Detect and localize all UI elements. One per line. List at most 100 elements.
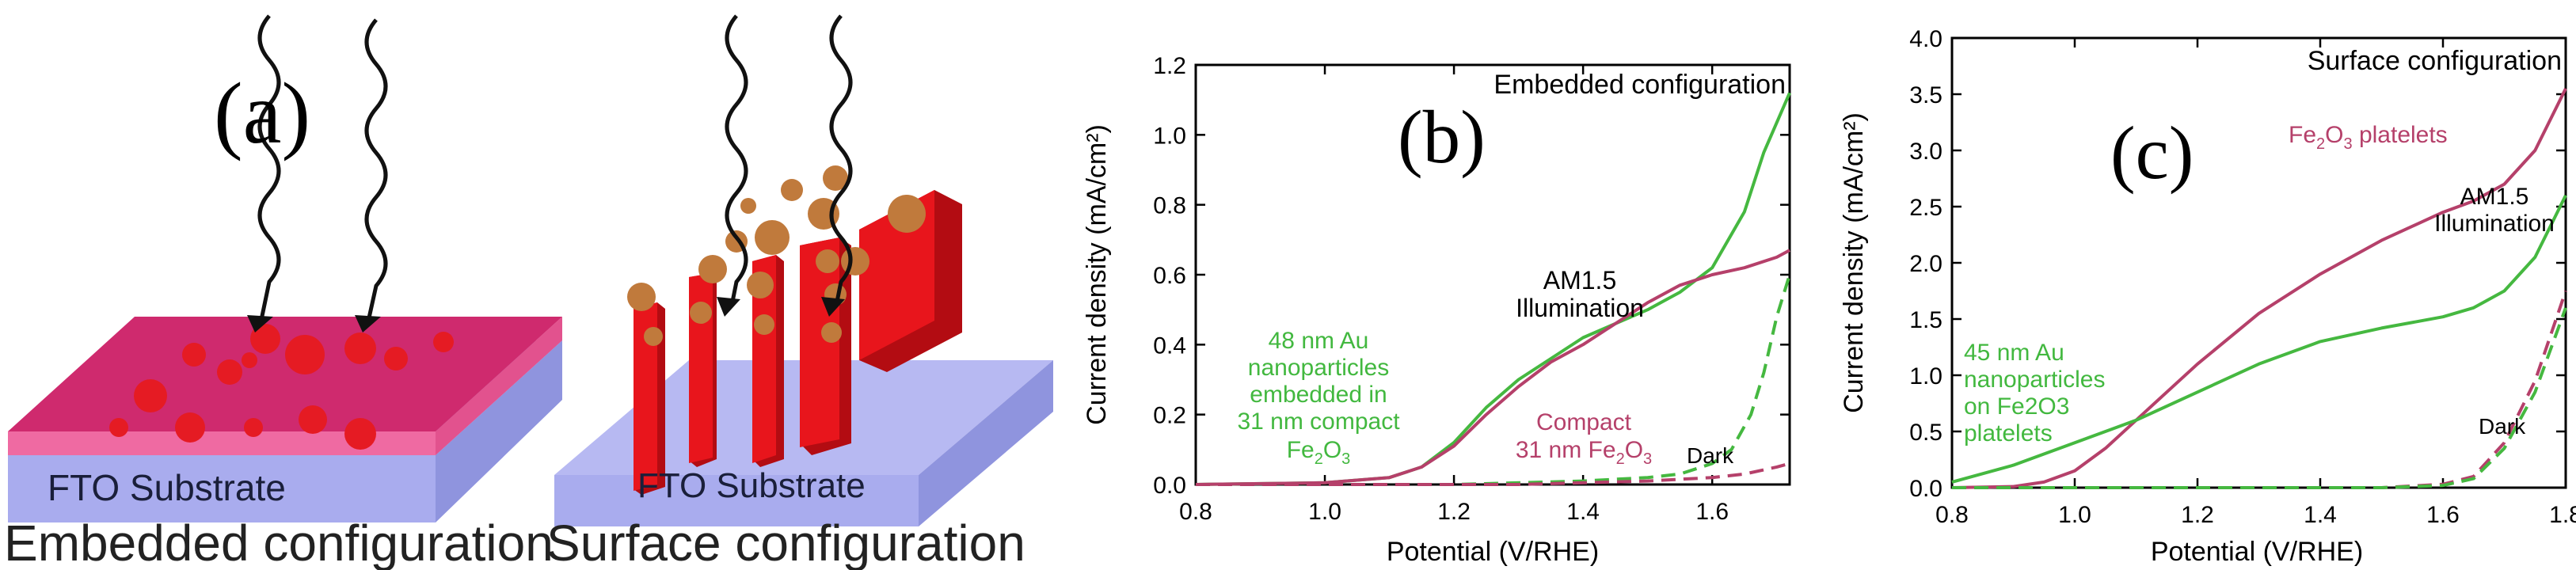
ray-arrowhead-icon bbox=[355, 315, 381, 332]
y-tick-label: 0.5 bbox=[1909, 420, 1942, 446]
axis-ticks: 0.8 1.0 1.2 1.4 1.6 0.0 0.2 0.4 0.6 0.8 1.0 1.2 bbox=[1153, 53, 1790, 525]
au-annotation: 48 nm Au nanoparticles embedded in 31 nm… bbox=[1237, 328, 1400, 468]
y-tick-label: 2.0 bbox=[1909, 251, 1942, 277]
left-substrate-label: FTO Substrate bbox=[48, 467, 286, 508]
formula-tail: platelets bbox=[2353, 122, 2448, 148]
x-tick-label: 1.4 bbox=[1566, 499, 1600, 525]
x-tick-label: 1.2 bbox=[1437, 499, 1471, 525]
formula-mid: O bbox=[1625, 437, 1643, 463]
annotation-line: Compact bbox=[1536, 409, 1632, 435]
annotation-line: 45 nm Au bbox=[1964, 340, 2064, 366]
y-tick-label: 3.5 bbox=[1909, 82, 1942, 108]
x-tick-label: 1.6 bbox=[2426, 502, 2460, 528]
formula-sub: 2 bbox=[1315, 450, 1323, 468]
chart-title: Surface configuration bbox=[2308, 46, 2562, 76]
formula-sub: 3 bbox=[1643, 450, 1652, 468]
series-line bbox=[1196, 274, 1791, 486]
x-axis-label: Potential (V/RHE) bbox=[1387, 537, 1599, 567]
series-line bbox=[1951, 88, 2567, 489]
light-ray-icon bbox=[725, 14, 748, 306]
annotation-line: nanoparticles bbox=[1964, 367, 2105, 393]
formula-base: Fe bbox=[1287, 437, 1315, 463]
annotation-formula: Fe2O3 bbox=[1287, 437, 1351, 468]
y-tick-label: 0.8 bbox=[1153, 193, 1186, 219]
left-film-side bbox=[436, 317, 562, 455]
annotation-line: embedded in bbox=[1250, 382, 1387, 408]
x-tick-label: 1.8 bbox=[2549, 502, 2576, 528]
left-film-front bbox=[8, 431, 436, 455]
series-group bbox=[1951, 88, 2567, 489]
right-substrate-side bbox=[919, 360, 1053, 526]
illum-label: Illumination bbox=[2434, 211, 2555, 237]
light-ray-icon bbox=[364, 18, 388, 322]
embedded-schematic: (a) FTO Substrate Embedded configuration bbox=[4, 14, 562, 570]
x-tick-label: 0.8 bbox=[1935, 502, 1969, 528]
schematic-panel: (a) FTO Substrate Embedded configuration bbox=[4, 14, 1053, 570]
illum-label: AM1.5 bbox=[2460, 184, 2529, 210]
formula-sub: 3 bbox=[2343, 135, 2352, 153]
illum-label: Illumination bbox=[1516, 294, 1644, 322]
x-tick-label: 1.0 bbox=[2058, 502, 2091, 528]
y-tick-label: 3.0 bbox=[1909, 139, 1942, 165]
y-tick-label: 1.0 bbox=[1909, 363, 1942, 390]
x-tick-label: 1.0 bbox=[1308, 499, 1341, 525]
ray-arrowhead-icon bbox=[247, 315, 273, 332]
surface-schematic: FTO Substrate Surface configuration bbox=[546, 14, 1053, 570]
axis-ticks: 0.8 1.0 1.2 1.4 1.6 1.8 0.0 0.5 1.0 1.5 2.0 2.5 3.0 3… bbox=[1909, 26, 2576, 528]
y-axis-label: Current density (mA/cm²) bbox=[1082, 124, 1112, 425]
left-caption: Embedded configuration bbox=[4, 515, 554, 570]
y-tick-label: 1.5 bbox=[1909, 307, 1942, 333]
embedded-particles bbox=[109, 324, 454, 450]
panel-label: (c) bbox=[2110, 111, 2194, 195]
x-tick-label: 1.4 bbox=[2304, 502, 2337, 528]
annotation-line: nanoparticles bbox=[1248, 355, 1389, 381]
series-group bbox=[1195, 92, 1791, 486]
formula-sub: 2 bbox=[2316, 135, 2325, 153]
formula-mid: O bbox=[1323, 437, 1341, 463]
panel-label: (b) bbox=[1398, 95, 1486, 179]
y-tick-label: 1.2 bbox=[1153, 53, 1186, 79]
x-tick-label: 1.2 bbox=[2181, 502, 2214, 528]
formula-sub: 2 bbox=[1616, 450, 1625, 468]
y-tick-label: 2.5 bbox=[1909, 195, 1942, 221]
x-tick-label: 1.6 bbox=[1695, 499, 1729, 525]
y-axis-label: Current density (mA/cm²) bbox=[1839, 112, 1869, 413]
annotation-line: 31 nm compact bbox=[1237, 408, 1400, 435]
series-line bbox=[1195, 249, 1790, 486]
ray-arrowhead-icon bbox=[717, 297, 740, 317]
series-line bbox=[1952, 307, 2567, 489]
series-line bbox=[1196, 462, 1790, 486]
formula-base: Fe bbox=[2289, 122, 2316, 148]
ray-arrowhead-icon bbox=[821, 297, 845, 317]
chart-b: 0.8 1.0 1.2 1.4 1.6 0.0 0.2 0.4 0.6 0.8 1.0 1.2 (b)… bbox=[1082, 53, 1791, 567]
formula-mid: O bbox=[2325, 122, 2343, 148]
au-annotation: 45 nm Au nanoparticles on Fe2O3 platelet… bbox=[1964, 340, 2105, 446]
x-axis-label: Potential (V/RHE) bbox=[2151, 537, 2363, 567]
annotation-formula: 31 nm Fe2O3 bbox=[1516, 437, 1652, 468]
left-substrate-side bbox=[436, 340, 562, 522]
illum-label: AM1.5 bbox=[1543, 266, 1616, 294]
dark-label: Dark bbox=[1687, 443, 1734, 468]
annotation-line: on Fe2O3 bbox=[1964, 393, 2069, 420]
chart-c: 0.8 1.0 1.2 1.4 1.6 1.8 0.0 0.5 1.0 1.5 2.0 2.5 3.0 3… bbox=[1839, 26, 2576, 567]
platelets-label: Fe2O3 platelets bbox=[2289, 122, 2448, 153]
left-substrate-front bbox=[8, 455, 436, 522]
y-tick-label: 1.0 bbox=[1153, 123, 1186, 149]
right-caption: Surface configuration bbox=[546, 515, 1025, 570]
right-substrate-label: FTO Substrate bbox=[637, 466, 866, 505]
panel-a-label: (a) bbox=[214, 65, 310, 162]
light-ray-icon bbox=[829, 14, 853, 306]
chart-title: Embedded configuration bbox=[1493, 70, 1786, 100]
y-tick-label: 0.6 bbox=[1153, 263, 1186, 289]
light-ray-icon bbox=[257, 14, 281, 321]
y-tick-label: 0.4 bbox=[1153, 332, 1186, 359]
dark-label: Dark bbox=[2479, 414, 2526, 439]
formula-sub: 3 bbox=[1341, 450, 1350, 468]
y-tick-label: 0.0 bbox=[1909, 476, 1942, 502]
x-tick-label: 0.8 bbox=[1179, 499, 1212, 525]
annotation-line: 48 nm Au bbox=[1269, 328, 1369, 354]
series-line bbox=[1951, 194, 2567, 484]
formula-base: 31 nm Fe bbox=[1516, 437, 1616, 463]
compact-annotation: Compact 31 nm Fe2O3 bbox=[1516, 409, 1652, 468]
annotation-line: platelets bbox=[1964, 420, 2053, 446]
